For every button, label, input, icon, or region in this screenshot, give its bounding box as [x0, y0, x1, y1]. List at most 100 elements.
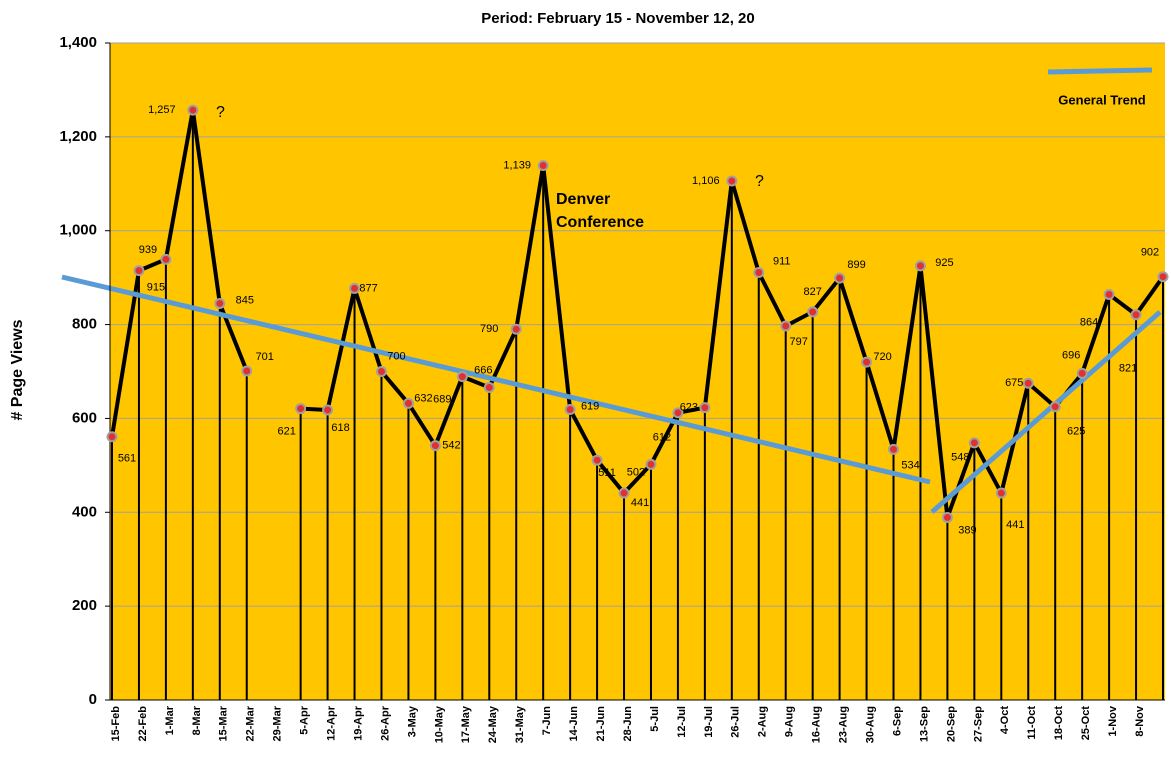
data-point [914, 260, 926, 272]
data-label: 511 [598, 467, 616, 479]
data-label: 389 [958, 524, 976, 536]
trend-line [930, 310, 1162, 514]
chart-title: Period: February 15 - November 12, 20 [481, 10, 754, 27]
annotation: ? [216, 104, 225, 121]
data-point [1022, 377, 1034, 389]
y-tick-label: 0 [89, 691, 97, 708]
data-point [241, 365, 253, 377]
annotation: Denver [556, 191, 610, 208]
annotation: ? [755, 173, 764, 190]
x-tick-label: 4-Oct [999, 706, 1011, 734]
y-tick-label: 800 [72, 316, 97, 333]
x-tick-label: 3-May [406, 705, 418, 737]
x-tick-label: 25-Oct [1080, 706, 1092, 741]
data-label: 689 [433, 394, 451, 406]
x-tick-label: 22-Mar [245, 705, 257, 741]
data-point [1130, 309, 1142, 321]
x-tick-label: 15-Mar [218, 705, 230, 741]
data-point [1049, 401, 1061, 413]
data-point [187, 104, 199, 116]
data-label: 700 [387, 350, 405, 362]
data-label: 902 [1141, 247, 1159, 259]
data-point [672, 407, 684, 419]
x-tick-label: 20-Sep [945, 706, 957, 742]
legend-swatch [1047, 67, 1153, 75]
data-point [322, 404, 334, 416]
data-label: 666 [474, 364, 492, 376]
data-label: 701 [256, 351, 274, 363]
data-point [1076, 367, 1088, 379]
data-label: 1,106 [692, 175, 720, 187]
x-tick-label: 10-May [433, 705, 445, 743]
data-point [807, 306, 819, 318]
data-point [1103, 289, 1115, 301]
data-point [402, 397, 414, 409]
data-point [375, 366, 387, 377]
data-point [753, 266, 765, 278]
data-point [510, 323, 522, 335]
x-tick-label: 16-Aug [811, 706, 823, 743]
data-point [968, 437, 980, 449]
data-point [1157, 271, 1169, 283]
data-point [995, 487, 1007, 499]
data-point [214, 297, 226, 309]
data-label: 632 [414, 392, 432, 404]
data-label: 1,257 [148, 104, 176, 116]
x-tick-label: 30-Aug [864, 706, 876, 743]
data-point [726, 175, 738, 187]
y-tick-label: 1,200 [59, 128, 97, 145]
x-tick-label: 1-Mar [164, 705, 176, 735]
data-point [349, 282, 361, 294]
data-label: 675 [1005, 377, 1023, 389]
x-tick-label: 15-Feb [110, 706, 122, 742]
x-tick-label: 21-Jun [595, 706, 607, 742]
x-tick-label: 29-Mar [272, 705, 284, 741]
data-label: 612 [653, 432, 671, 444]
data-label: 534 [901, 459, 919, 471]
x-tick-label: 7-Jun [541, 706, 553, 736]
x-tick-label: 22-Feb [137, 706, 149, 742]
x-tick-label: 5-Jul [649, 706, 661, 732]
data-label: 915 [147, 282, 165, 294]
x-tick-label: 5-Apr [299, 705, 311, 734]
data-point [456, 371, 468, 383]
data-label: 621 [277, 425, 295, 437]
x-tick-label: 31-May [514, 705, 526, 743]
x-tick-label: 17-May [460, 705, 472, 743]
data-label: 864 [1080, 316, 1098, 328]
data-label: 925 [935, 257, 953, 269]
data-point [429, 440, 441, 452]
x-tick-label: 23-Aug [838, 706, 850, 743]
y-tick-label: 200 [72, 597, 97, 614]
x-tick-label: 8-Nov [1134, 705, 1146, 736]
y-tick-label: 1,000 [59, 222, 97, 239]
annotation: Conference [556, 214, 644, 231]
data-label: 441 [1006, 519, 1024, 531]
x-tick-label: 26-Apr [379, 705, 391, 741]
data-label: 619 [581, 400, 599, 412]
trend-line [61, 274, 931, 485]
data-label: 625 [1067, 426, 1085, 438]
data-point [699, 402, 711, 414]
x-tick-label: 11-Oct [1026, 706, 1038, 740]
data-label: 623 [680, 402, 698, 414]
data-point [133, 265, 145, 277]
x-tick-label: 19-Jul [703, 706, 715, 738]
x-tick-label: 12-Jul [676, 706, 688, 738]
data-point [160, 253, 172, 265]
x-tick-label: 1-Nov [1107, 705, 1119, 736]
data-label: 845 [236, 294, 254, 306]
data-point [591, 454, 603, 466]
x-tick-label: 28-Jun [622, 706, 634, 742]
y-tick-label: 1,400 [59, 34, 97, 51]
data-label: 561 [118, 453, 136, 465]
x-tick-label: 2-Aug [757, 706, 769, 737]
x-tick-label: 8-Mar [191, 705, 203, 735]
data-label: 899 [847, 259, 865, 271]
data-label: 790 [480, 323, 498, 335]
data-label: 797 [790, 336, 808, 348]
x-tick-label: 6-Sep [891, 706, 903, 736]
data-point [861, 356, 873, 368]
data-point [888, 443, 900, 455]
